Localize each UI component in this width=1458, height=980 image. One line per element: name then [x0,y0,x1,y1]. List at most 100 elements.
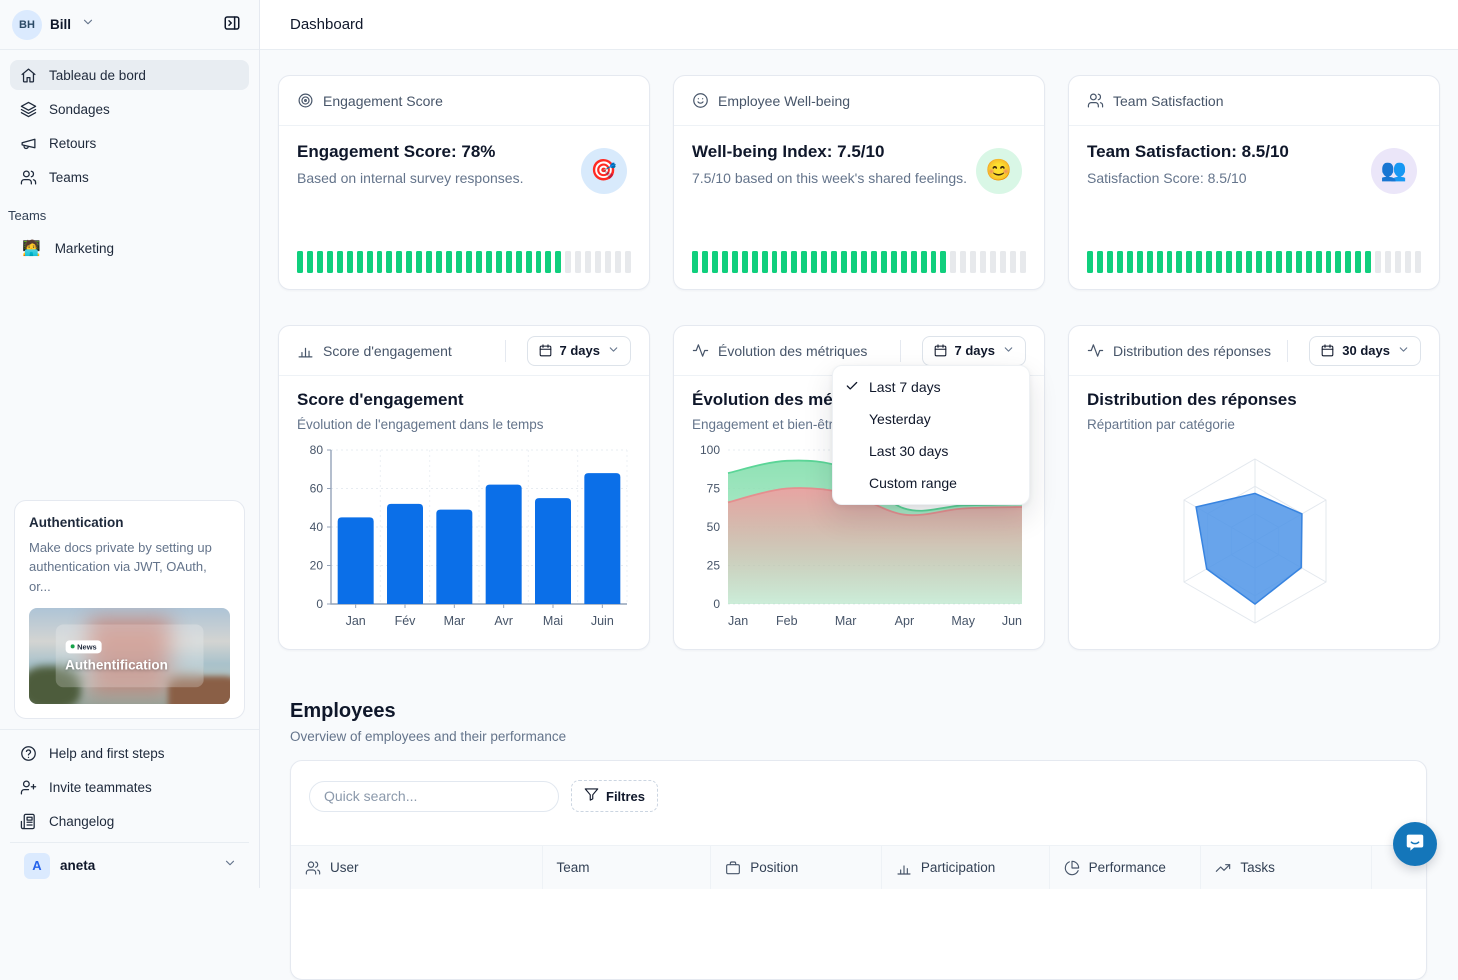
column-header-position[interactable]: Position [710,846,881,889]
stat-card-header: Team Satisfaction [1069,76,1439,126]
employees-table-card: Filtres UserTeamPositionParticipationPer… [290,760,1427,980]
column-header-user[interactable]: User [291,846,542,889]
smile-icon [692,92,709,109]
employees-subtitle: Overview of employees and their performa… [290,729,567,744]
stat-card-1: Employee Well-being Well-being Index: 7.… [673,75,1045,290]
column-header-spacer [1371,846,1426,889]
column-header-participation[interactable]: Participation [880,846,1049,889]
stat-card-2: Team Satisfaction Team Satisfaction: 8.5… [1068,75,1440,290]
progress-bar [692,251,1026,273]
chevron-down-icon [1397,343,1410,359]
table-header-row: User Team Position Participation Performance… [291,845,1426,889]
sidebar-item-invite-teammates[interactable]: Invite teammates [10,772,249,802]
stat-subtitle: 7.5/10 based on this week's shared feeli… [692,170,968,186]
column-header-tasks[interactable]: Tasks [1200,846,1371,889]
chart-plot [1087,440,1421,646]
activity-icon [692,342,709,359]
check-icon [845,379,859,396]
range-dropdown-menu: Last 7 days Yesterday Last 30 days Custom r… [832,365,1030,505]
chat-launcher-button[interactable] [1393,822,1437,866]
search-input[interactable] [309,780,559,812]
menu-item-custom-range[interactable]: Custom range [869,475,957,491]
filters-button[interactable]: Filtres [571,780,659,812]
funnel-icon [584,787,599,805]
column-header-performance[interactable]: Performance [1048,846,1201,889]
menu-item-last-30-days[interactable]: Last 30 days [869,443,949,459]
users-icon [20,169,37,186]
svg-text:40: 40 [310,520,324,534]
briefcase-icon [725,860,741,876]
promo-caption: Authentification [65,656,168,672]
column-header-team[interactable]: Team [541,846,711,889]
teams-section-label: Teams [8,208,47,223]
chart-card-0: Score d'engagement 7 days Score d'engage… [278,325,650,650]
svg-text:Mar: Mar [444,614,466,628]
svg-text:Avr: Avr [494,614,513,628]
svg-text:100: 100 [700,443,720,457]
chevron-down-icon [607,343,620,359]
svg-text:May: May [951,614,975,628]
sidebar-item-sondages[interactable]: Sondages [10,94,249,124]
avatar[interactable]: BH [12,9,42,40]
chevron-down-icon[interactable] [81,15,95,34]
promo-title: Authentication [29,514,124,530]
chart-card-header: Score d'engagement 7 days [279,326,649,376]
date-range-button[interactable]: 7 days [921,335,1026,366]
sidebar-item-help-and-first-steps[interactable]: Help and first steps [10,738,249,768]
target-icon [297,92,314,109]
date-range-button[interactable]: 30 days [1309,335,1421,366]
sidebar-team-marketing[interactable]: 🧑‍💻 Marketing [22,240,114,257]
stat-card-header: Employee Well-being [674,76,1044,126]
svg-text:Feb: Feb [776,614,798,628]
main-content: Employees Overview of employees and thei… [260,50,1458,980]
chart-title: Distribution des réponses [1087,390,1297,409]
calendar-icon [538,343,553,358]
svg-text:60: 60 [310,482,324,496]
pie-chart-icon [1064,860,1080,876]
team-emoji-icon: 🧑‍💻 [22,240,41,257]
topbar: Dashboard [260,0,1458,50]
svg-text:25: 25 [707,559,721,573]
svg-text:Apr: Apr [895,614,914,628]
teams-list: 🧑‍💻 Marketing [0,229,259,263]
activity-icon [1087,342,1104,359]
sidebar: BH Bill Tableau de bord Sondages Retours Te… [0,0,260,888]
home-icon [20,67,37,84]
date-range-button[interactable]: 7 days [526,335,631,366]
chart-subtitle: Évolution de l'engagement dans le temps [297,417,544,432]
sidebar-item-retours[interactable]: Retours [10,128,249,158]
user-name[interactable]: Bill [50,17,72,32]
stat-subtitle: Based on internal survey responses. [297,170,524,186]
bar-chart-icon [297,342,314,359]
table-toolbar: Filtres [291,761,1426,812]
svg-text:Jan: Jan [728,614,748,628]
sidebar-item-teams[interactable]: Teams [10,162,249,192]
sidebar-collapse-button[interactable] [217,10,247,40]
chart-card-2: Distribution des réponses 30 days Distri… [1068,325,1440,650]
users-icon [1087,92,1104,109]
calendar-icon [1320,343,1335,358]
menu-item-yesterday[interactable]: Yesterday [869,411,931,427]
stat-emoji-icon: 👥 [1371,148,1417,194]
svg-text:80: 80 [310,443,324,457]
stat-title: Team Satisfaction: 8.5/10 [1087,142,1289,161]
svg-text:Mar: Mar [835,614,857,628]
promo-image[interactable]: News Authentification [29,608,230,704]
promo-card[interactable]: Authentication Make docs private by sett… [14,499,245,719]
sidebar-item-changelog[interactable]: Changelog [10,806,249,836]
stat-title: Engagement Score: 78% [297,142,496,161]
chevron-down-icon [1002,343,1015,359]
layers-icon [20,101,37,118]
stat-card-header: Engagement Score [279,76,649,126]
users-icon [305,860,321,876]
bar-chart-icon [896,860,912,876]
svg-text:Juin: Juin [591,614,614,628]
workspace-switcher[interactable]: A aneta [10,842,249,888]
sidebar-item-tableau-de-bord[interactable]: Tableau de bord [10,60,249,90]
chart-plot: 0 20 40 60 80 Jan Fév Mar Avr Mai Juin [297,440,631,632]
menu-item-last-7-days[interactable]: Last 7 days [833,371,1029,403]
help-icon [20,745,37,762]
chevron-down-icon [223,856,237,875]
sidebar-header: BH Bill [0,0,259,50]
promo-description: Make docs private by setting up authenti… [29,539,212,594]
